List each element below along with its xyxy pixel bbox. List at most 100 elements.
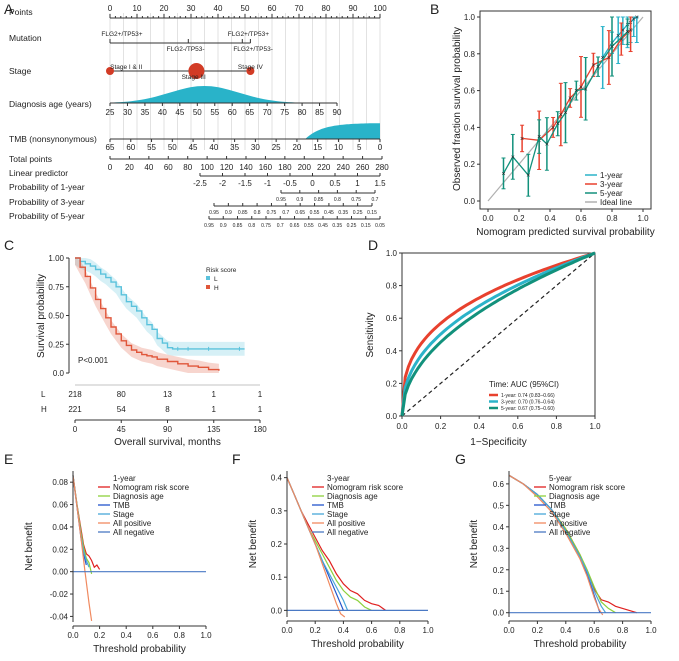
y-tick-label: 0.8 (386, 282, 398, 291)
confidence-band (75, 258, 245, 356)
tmb-tick-label: 30 (251, 143, 260, 152)
stage-level-label: Stage III (182, 74, 206, 81)
x-tick-label: 0.8 (606, 214, 618, 223)
legend-label-h: H (214, 285, 219, 292)
y-tick-label: 0.3 (271, 507, 283, 516)
x-tick-label: 0.6 (589, 626, 601, 635)
risk-table-group: H (41, 405, 47, 414)
y-tick-label: 0.0 (386, 412, 398, 421)
age-tick-label: 80 (298, 108, 307, 117)
legend-label: Nomogram risk score (549, 483, 626, 492)
nomogram-row-label: Linear predictor (9, 168, 68, 178)
age-tick-label: 65 (245, 108, 254, 117)
x-tick-label: 90 (163, 425, 172, 434)
probability-tick-label: 0.65 (295, 210, 305, 216)
tmb-tick-label: 20 (292, 143, 301, 152)
y-tick-label: 0.00 (52, 568, 68, 577)
probability-tick-label: 0.9 (296, 197, 303, 203)
y-tick-label: 0.0 (493, 609, 505, 618)
legend-swatch-h (206, 285, 210, 289)
legend-label: Nomogram risk score (327, 483, 404, 492)
linear-predictor-tick-label: 0 (310, 179, 315, 188)
probability-tick-label: 0.9 (220, 223, 227, 229)
calibration-point: × (596, 64, 600, 71)
panel-letter-d: D (368, 237, 378, 253)
legend-label: Diagnosis age (549, 492, 600, 501)
probability-tick-label: 0.25 (353, 210, 363, 216)
legend-label: Diagnosis age (113, 492, 164, 501)
x-tick-label: 0.0 (281, 626, 293, 635)
nomogram-row-label: Probability of 3-year (9, 197, 85, 207)
probability-tick-label: 0.8 (254, 210, 261, 216)
y-tick-label: 0.08 (52, 478, 68, 487)
age-tick-label: 85 (315, 108, 324, 117)
age-tick-label: 75 (280, 108, 289, 117)
calibration-point: × (632, 16, 636, 23)
risk-table-count: 221 (68, 405, 82, 414)
probability-tick-label: 0.7 (372, 197, 379, 203)
nomogram-row-label: Points (9, 7, 33, 17)
legend-label: 3-year: 0.70 (0.76–0.64) (501, 400, 555, 406)
y-tick-label: 0.6 (464, 87, 476, 96)
total-points-tick-label: 200 (298, 163, 312, 172)
tmb-tick-label: 45 (189, 143, 198, 152)
probability-tick-label: 0.8 (248, 223, 255, 229)
total-points-tick-label: 0 (108, 163, 113, 172)
tmb-tick-label: 5 (357, 143, 362, 152)
calibration-point: × (616, 33, 620, 40)
panel-letter-c: C (4, 237, 14, 253)
nomogram-row-label: TMB (nonsynonymous) (9, 134, 97, 144)
panel-b-calibration: ××××××××××××××××××××××××××××××0.00.00.20… (452, 10, 655, 238)
calibration-point: × (610, 44, 614, 51)
points-tick-label: 100 (373, 4, 387, 13)
calibration-point: × (619, 37, 623, 44)
linear-predictor-tick-label: 0.5 (329, 179, 341, 188)
x-axis-label: Threshold probability (311, 639, 404, 650)
x-tick-label: 0.6 (147, 631, 159, 640)
risk-table-count: 1 (258, 390, 263, 399)
y-axis-label: Observed fraction survival probability (452, 27, 463, 191)
legend-label: All positive (113, 519, 152, 528)
y-tick-label: 0.2 (464, 160, 476, 169)
probability-tick-label: 0.25 (347, 223, 357, 229)
x-tick-label: 1.0 (200, 631, 212, 640)
legend-label: All positive (327, 519, 366, 528)
probability-tick-label: 0.05 (375, 223, 385, 229)
probability-tick-label: 0.35 (332, 223, 342, 229)
decision-curve (286, 477, 346, 618)
calibration-line (602, 16, 638, 58)
panel-a-nomogram: Points Mutation Stage Diagnosis age (years)… (9, 4, 389, 229)
y-axis-label: Survival probability (36, 274, 47, 358)
points-tick-label: 10 (133, 4, 142, 13)
survival-curve (75, 257, 220, 371)
x-tick-label: 1.0 (645, 626, 657, 635)
legend-swatch-l (206, 276, 210, 280)
linear-predictor-tick-label: -1.5 (238, 179, 252, 188)
nomogram-row-label: Diagnosis age (years) (9, 99, 92, 109)
survival-curve (75, 257, 245, 350)
legend-title: Time: AUC (95%CI) (489, 380, 559, 389)
calibration-point: × (601, 55, 605, 62)
panel-title: 5-year (549, 474, 572, 483)
x-tick-label: 0.6 (575, 214, 587, 223)
y-tick-label: 1.0 (464, 13, 476, 22)
p-value: P<0.001 (78, 356, 109, 365)
x-tick-label: 0 (73, 425, 78, 434)
total-points-tick-label: 100 (200, 163, 214, 172)
points-tick-label: 50 (241, 4, 250, 13)
x-tick-label: 0.6 (512, 422, 524, 431)
calibration-point: × (629, 27, 633, 34)
roc-curve (400, 251, 596, 417)
x-tick-label: 0.4 (338, 626, 350, 635)
age-tick-label: 60 (228, 108, 237, 117)
risk-table-count: 218 (68, 390, 82, 399)
y-tick-label: 0.50 (48, 312, 64, 321)
y-tick-label: 0.04 (52, 523, 68, 532)
points-tick-label: 0 (108, 4, 113, 13)
risk-table-count: 13 (163, 390, 172, 399)
y-tick-label: 0.4 (493, 523, 505, 532)
x-tick-label: 0.2 (532, 626, 544, 635)
age-tick-label: 35 (140, 108, 149, 117)
probability-tick-label: 0.95 (209, 210, 219, 216)
